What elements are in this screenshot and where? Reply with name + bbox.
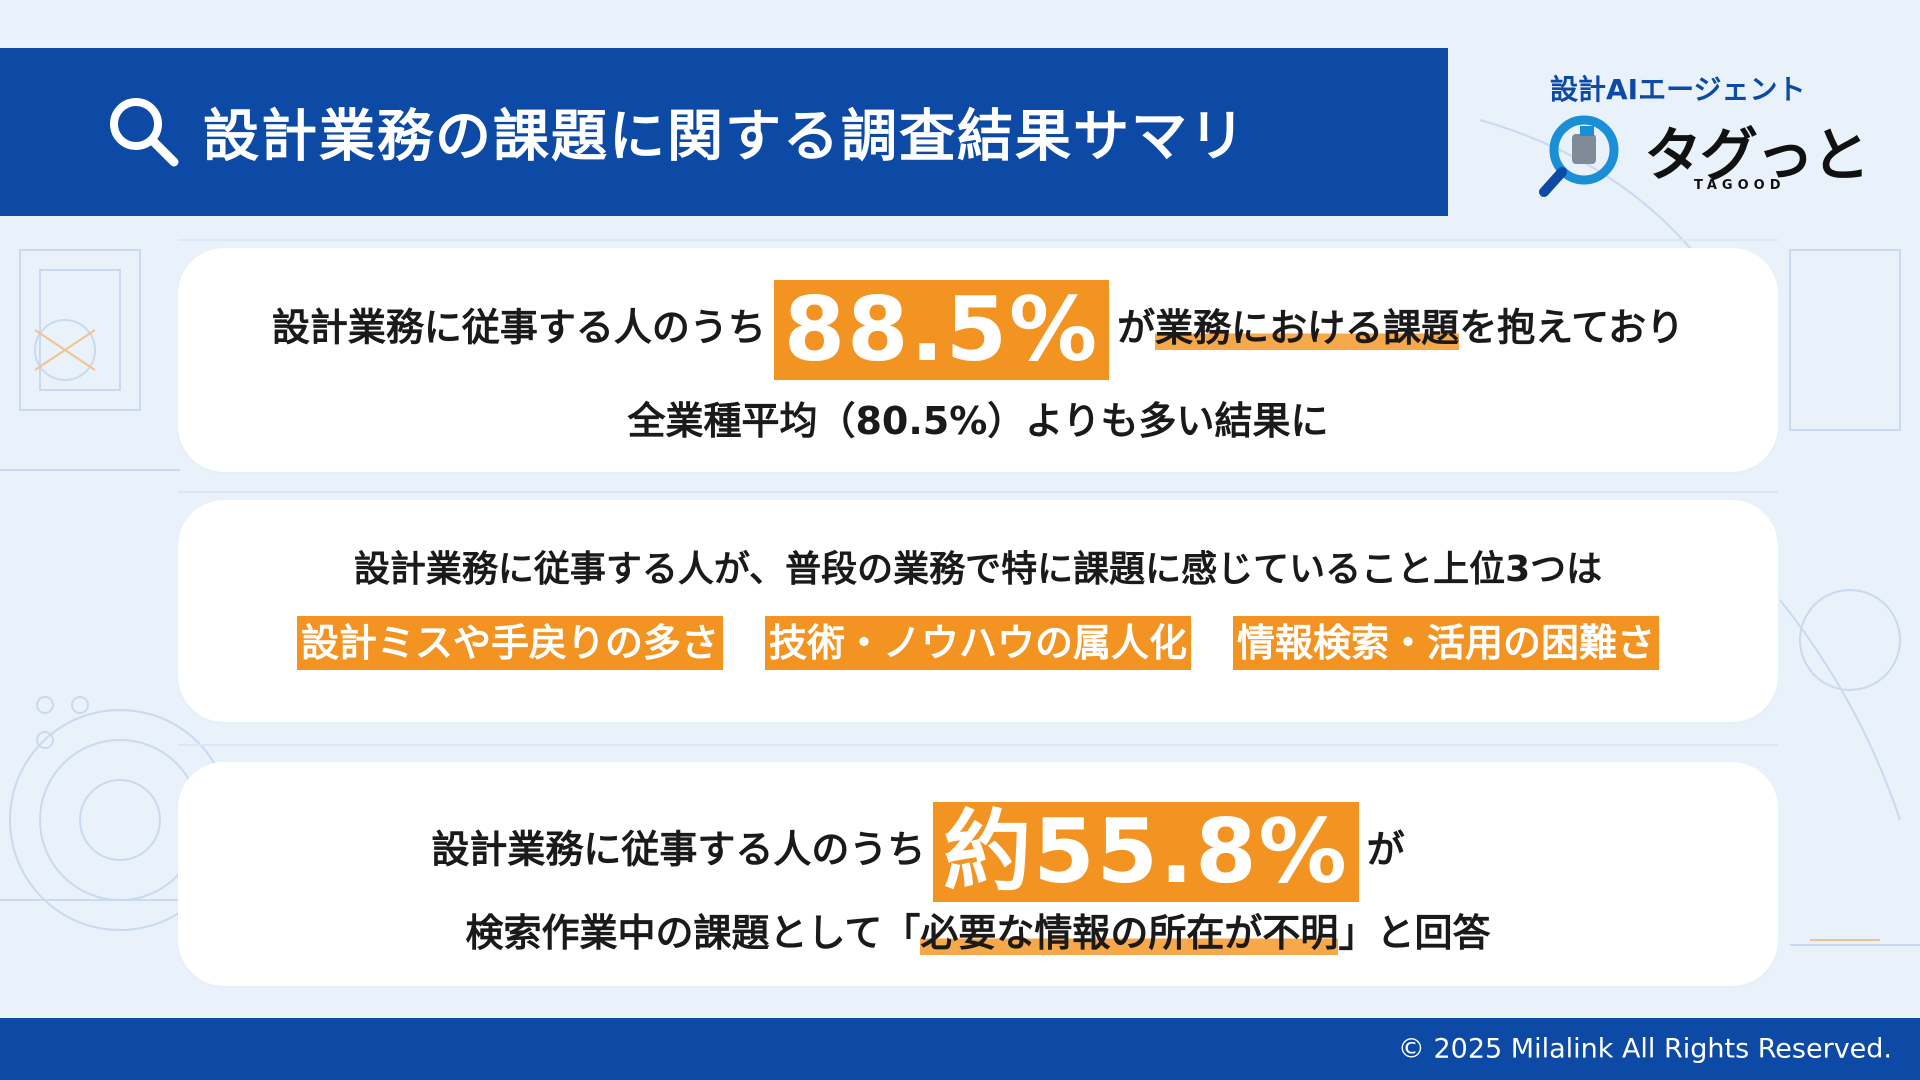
card1-prefix: 設計業務に従事する人のうち	[271, 305, 766, 350]
issue-tag: 設計ミスや手戻りの多さ	[296, 616, 723, 670]
search-icon	[110, 98, 179, 167]
card1-stat: 88.5%	[773, 280, 1110, 380]
logo-subtitle: 設計AIエージェント	[1550, 73, 1806, 106]
issue-tag: 技術・ノウハウの属人化	[764, 616, 1191, 670]
card3-mid: が	[1366, 827, 1405, 872]
footer-bar: © 2025 Milalink All Rights Reserved.	[0, 1018, 1920, 1080]
card3-line2: 検索作業中の課題として「必要な情報の所在が不明」と回答	[178, 902, 1778, 957]
card3-line2-prefix: 検索作業中の課題として「	[465, 911, 921, 955]
copyright: © 2025 Milalink All Rights Reserved.	[1397, 1033, 1892, 1065]
card3-line1: 設計業務に従事する人のうち 約55.8% が	[118, 802, 1718, 902]
card1-mid: が	[1117, 305, 1156, 350]
page-title: 設計業務の課題に関する調査結果サマリ	[203, 104, 1247, 170]
stat-card-search: 設計業務に従事する人のうち 約55.8% が 検索作業中の課題として「必要な情報の所…	[178, 762, 1778, 986]
stat-card-issues: 設計業務に従事する人のうち 88.5% が業務における課題を抱えており 全業種平均（…	[178, 248, 1778, 472]
brand-logo: 設計AIエージェント タグっと TAGOOD	[1536, 64, 1870, 204]
card1-line1: 設計業務に従事する人のうち 88.5% が業務における課題を抱えており	[178, 280, 1778, 380]
card1-highlight: 業務における課題	[1155, 305, 1460, 350]
card2-heading: 設計業務に従事する人が、普段の業務で特に課題に感じていること上位3つは	[353, 549, 1603, 590]
card3-line2-suffix: 」と回答	[1338, 911, 1491, 955]
magnifier-logo-icon	[1539, 115, 1619, 197]
card3-prefix: 設計業務に従事する人のうち	[431, 827, 926, 872]
logo-name: タグっと	[1644, 121, 1870, 189]
card3-stat: 約55.8%	[933, 802, 1359, 902]
card1-suffix: を抱えており	[1459, 305, 1685, 350]
logo-roman: TAGOOD	[1694, 178, 1786, 193]
issue-tag: 情報検索・活用の困難さ	[1233, 616, 1660, 670]
card3-highlight: 必要な情報の所在が不明	[920, 911, 1339, 955]
top-issues-list: 設計ミスや手戻りの多さ 技術・ノウハウの属人化 情報検索・活用の困難さ	[178, 616, 1778, 670]
header-bar: 設計業務の課題に関する調査結果サマリ	[0, 48, 1448, 216]
card1-line2: 全業種平均（80.5%）よりも多い結果に	[627, 399, 1329, 443]
top-issues-card: 設計業務に従事する人が、普段の業務で特に課題に感じていること上位3つは 設計ミス…	[178, 500, 1778, 722]
